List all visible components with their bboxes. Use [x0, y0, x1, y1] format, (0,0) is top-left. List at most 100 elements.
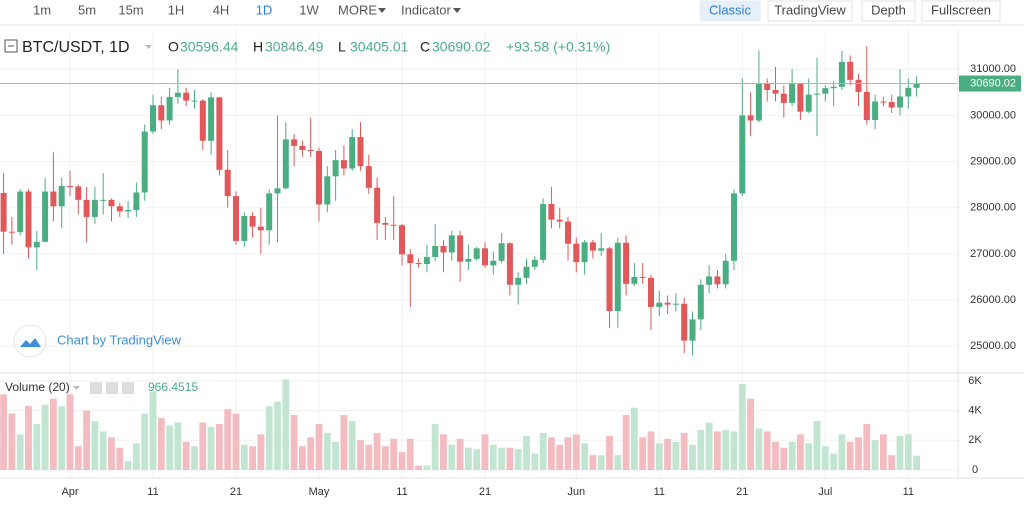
volume-bar: [340, 415, 348, 470]
interval-button[interactable]: 1m: [33, 2, 51, 17]
candle-body: [8, 231, 15, 233]
ohlc-value: 30690.02: [432, 39, 491, 55]
volume-bar: [382, 446, 389, 470]
volume-bar: [680, 432, 688, 470]
volume-bar: [440, 434, 447, 470]
view-button-bg[interactable]: [699, 0, 761, 22]
volume-bar: [448, 444, 456, 470]
volume-bar: [830, 453, 837, 470]
volume-bar: [473, 449, 481, 470]
candle-body: [838, 61, 845, 87]
volume-dropdown[interactable]: [73, 386, 80, 390]
volume-bar: [307, 437, 315, 470]
candle-body: [614, 242, 621, 312]
view-button-bg[interactable]: [861, 0, 916, 22]
candle-body: [199, 100, 206, 141]
volume-bar: [855, 437, 862, 470]
more-caret: [378, 8, 386, 13]
volume-bar: [207, 426, 215, 470]
volume-bar: [738, 383, 746, 470]
candle-body: [548, 204, 555, 220]
watermark-text: Chart by TradingView: [57, 332, 182, 347]
volume-bar: [265, 406, 273, 470]
indicator-caret: [453, 8, 461, 13]
candle-body: [216, 97, 223, 170]
price-tick-label: 31000.00: [970, 63, 1016, 75]
candle-body: [299, 145, 306, 150]
view-button[interactable]: Depth: [871, 2, 906, 17]
candle-body: [50, 191, 57, 207]
candle-body: [75, 186, 82, 200]
candle-body: [623, 242, 630, 284]
candle-body: [158, 105, 165, 121]
interval-button[interactable]: 1D: [256, 2, 273, 17]
candle-body: [648, 277, 654, 307]
interval-button[interactable]: 15m: [118, 2, 143, 17]
volume-bar: [240, 444, 248, 470]
volume-bar: [755, 428, 763, 470]
candle-body: [913, 83, 920, 88]
candle-body: [432, 246, 439, 258]
price-tick-label: 28000.00: [970, 202, 1016, 214]
candle-body: [565, 221, 571, 244]
view-button[interactable]: Fullscreen: [931, 2, 991, 17]
volume-bar: [25, 406, 32, 470]
time-tick-label: Jun: [567, 486, 585, 498]
candle-body: [291, 139, 298, 146]
candle-body: [324, 176, 331, 205]
volume-bar: [581, 443, 588, 470]
interval-button[interactable]: 1H: [168, 2, 185, 17]
candle-body: [855, 79, 862, 92]
hide-icon[interactable]: [90, 382, 102, 394]
time-tick-label: 11: [654, 486, 665, 498]
interval-button[interactable]: 1W: [299, 2, 319, 17]
view-button-bg[interactable]: [921, 0, 1001, 22]
volume-bar: [805, 443, 813, 470]
volume-bar: [846, 441, 854, 470]
collapse-icon[interactable]: [4, 39, 18, 53]
candle-body: [357, 137, 364, 167]
watermark-badge: [13, 324, 47, 358]
volume-bar: [821, 446, 829, 470]
candle-body: [888, 102, 895, 108]
ohlc-prefix: H: [253, 39, 263, 55]
candle-body: [224, 169, 231, 197]
view-button-bg[interactable]: [767, 0, 853, 22]
volume-bar: [373, 432, 381, 470]
candle-body: [755, 83, 762, 121]
volume-bar: [16, 434, 24, 470]
candle-body: [399, 225, 405, 255]
candle-body: [208, 97, 215, 141]
remove-icon[interactable]: [122, 382, 134, 394]
candle-body: [506, 243, 513, 285]
ohlc-prefix: L: [338, 39, 346, 55]
volume-bar: [514, 449, 522, 470]
candle-body: [880, 101, 887, 103]
volume-bar: [655, 443, 663, 470]
volume-bar: [631, 407, 638, 470]
view-button[interactable]: TradingView: [774, 2, 846, 17]
interval-button[interactable]: 5m: [78, 2, 96, 17]
interval-button[interactable]: 4H: [213, 2, 230, 17]
volume-bar: [141, 413, 149, 470]
ohlc-value: 30846.49: [265, 39, 324, 55]
volume-bar: [58, 406, 66, 470]
symbol-dropdown[interactable]: [145, 45, 152, 49]
volume-bar: [730, 431, 738, 470]
volume-bar: [904, 434, 912, 470]
settings-icon[interactable]: [106, 382, 118, 394]
volume-tick-label: 0: [972, 464, 978, 476]
candle-body: [863, 91, 870, 120]
candle-body: [233, 196, 239, 241]
more-button[interactable]: MORE: [338, 2, 377, 17]
volume-bar: [91, 421, 99, 470]
volume-bar: [357, 440, 364, 470]
candle-body: [440, 246, 447, 253]
candle-body: [108, 199, 115, 207]
view-button[interactable]: Classic: [709, 2, 751, 17]
volume-bar: [50, 398, 57, 470]
indicator-button[interactable]: Indicator: [401, 2, 452, 17]
candle-body: [540, 204, 547, 260]
candle-body: [191, 100, 198, 102]
last-price-box: [959, 75, 1021, 92]
